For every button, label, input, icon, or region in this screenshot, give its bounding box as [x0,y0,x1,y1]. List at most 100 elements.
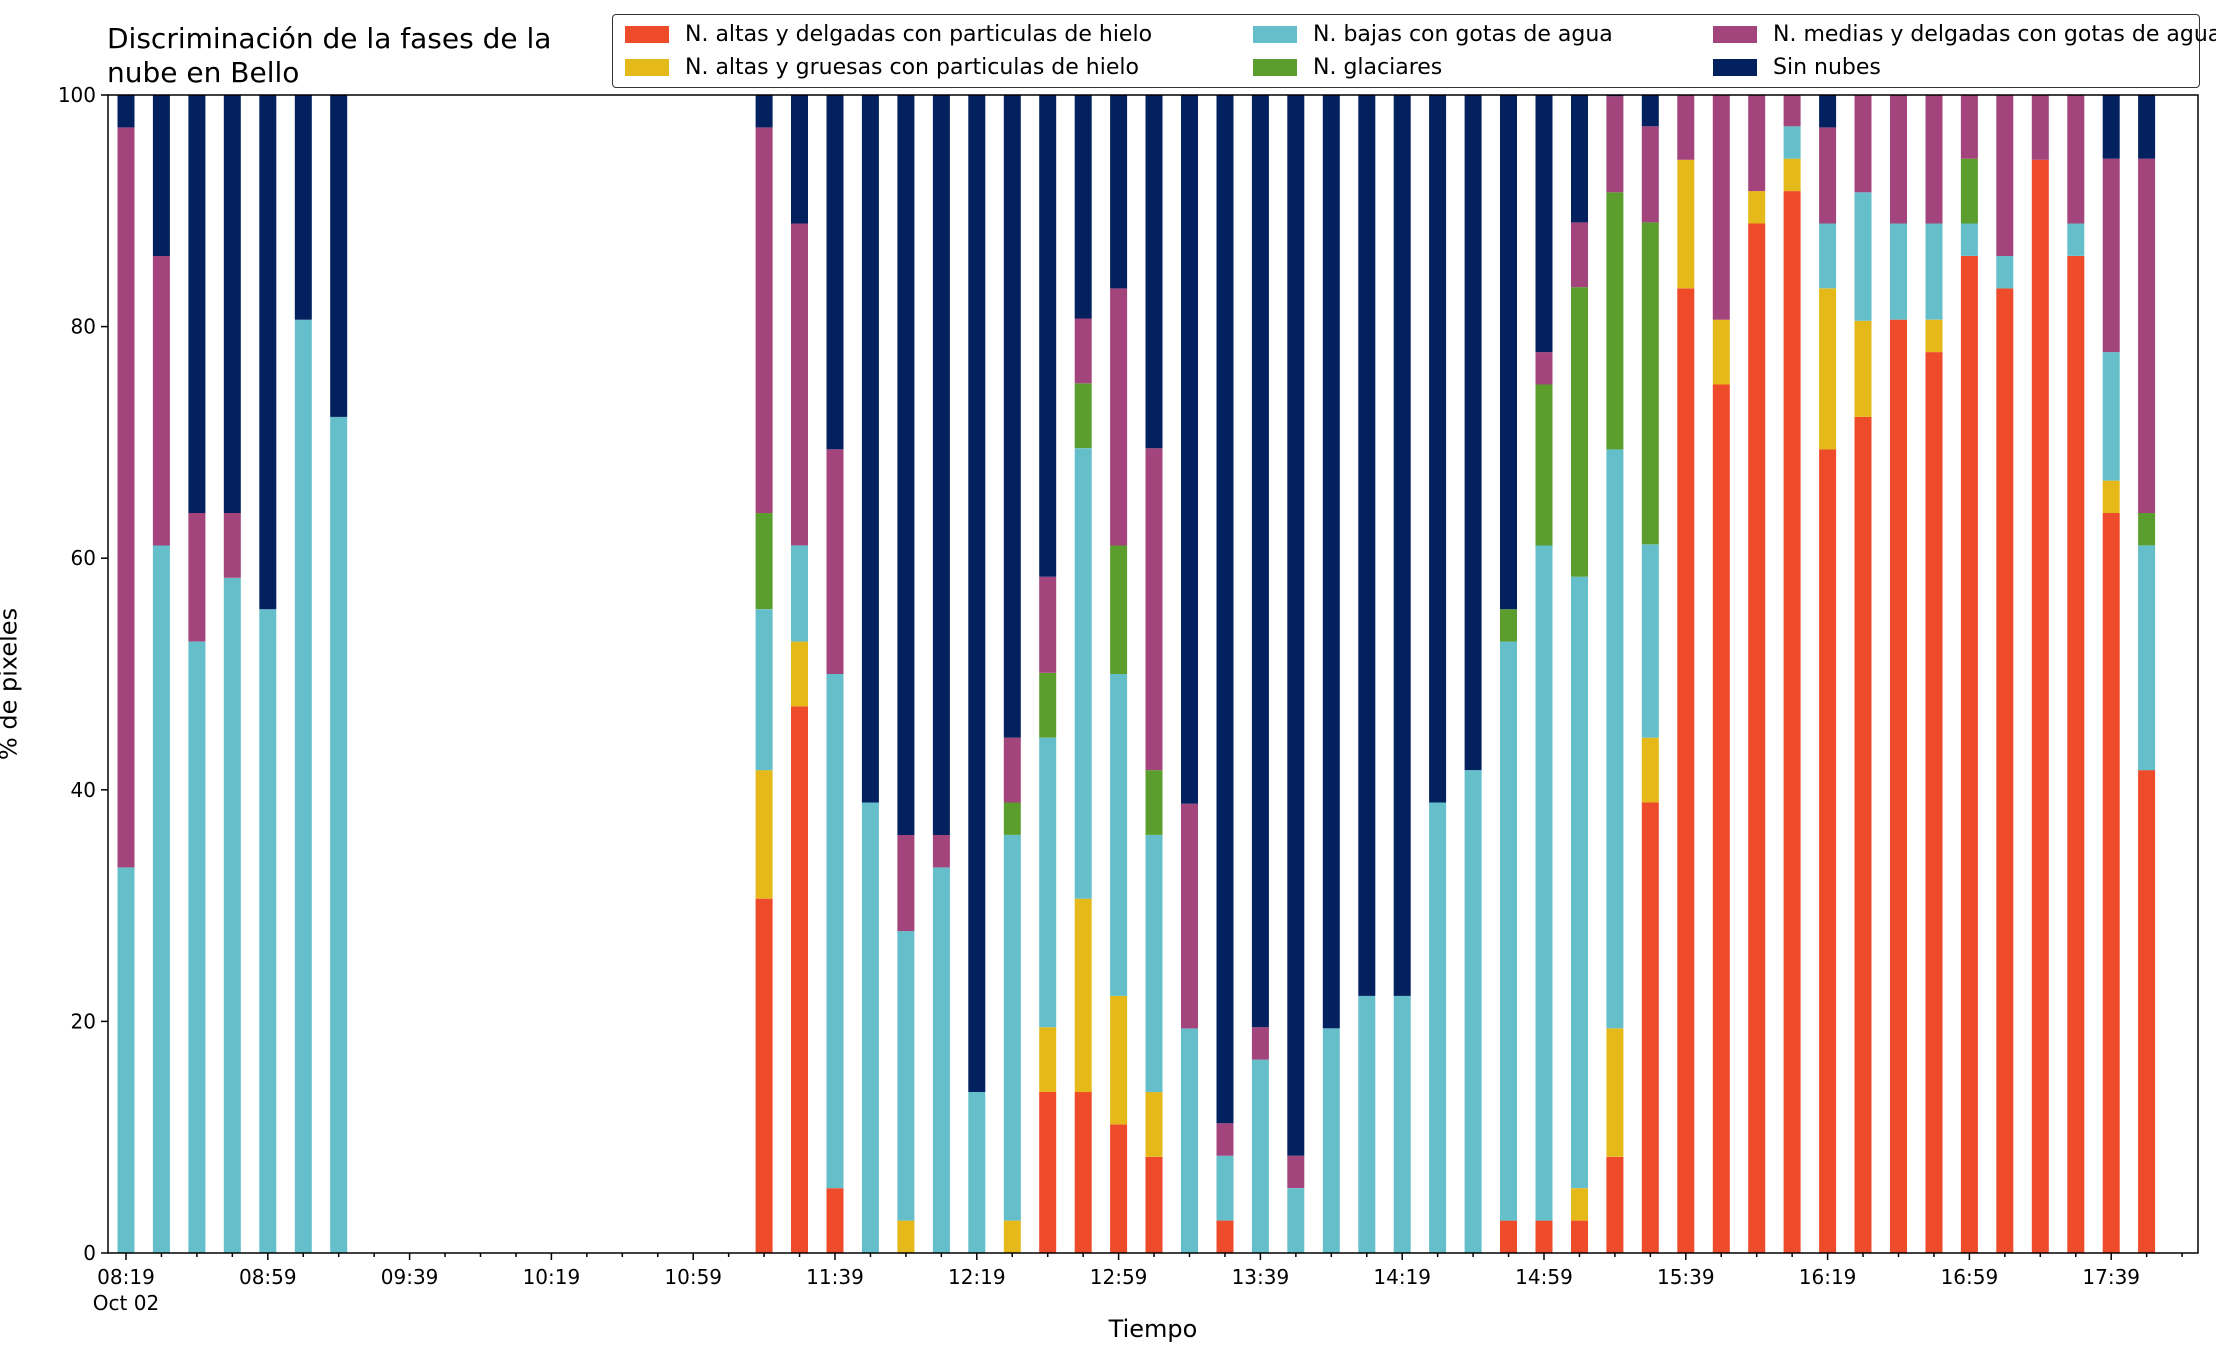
bar-stack [1819,95,1837,1253]
bar-segment [1110,674,1128,996]
bar-stack [1783,95,1801,1254]
bar-segment [1960,256,1978,1253]
x-tick-label: 17:39 [2082,1265,2140,1289]
bar-stack [1677,95,1695,1253]
bar-segment [1996,95,2014,256]
bar-segment [1890,95,1907,224]
bar-stack [1535,95,1553,1253]
bar-segment [1783,191,1801,1254]
bar-segment [897,931,915,1221]
bar-stack [1074,95,1092,1253]
bar-segment [791,641,808,707]
bar-segment [1322,1028,1340,1253]
y-tick-label: 20 [71,1009,96,1033]
bar-segment [932,835,950,868]
bar-stack [1358,95,1376,1253]
legend-label: N. medias y delgadas con gotas de agua [1773,22,2216,47]
x-tick-label: 10:19 [523,1265,581,1289]
bar-segment [1606,1028,1624,1157]
legend-swatch [1253,26,1297,43]
bar-segment [117,127,135,868]
bar-segment [755,609,773,771]
legend-swatch [1713,59,1757,76]
bar-stack [2138,95,2156,1253]
bar-segment [1429,802,1447,1253]
bar-segment [861,802,879,1253]
legend-label: N. altas y delgadas con particulas de hi… [685,22,1153,47]
bar-segment [1641,737,1659,803]
bar-segment [1003,1220,1021,1253]
bar-segment [1571,1188,1588,1221]
bar-segment [117,867,135,1253]
y-tick-label: 0 [83,1241,96,1265]
bar-segment [1925,352,1943,1254]
x-tick-label: 16:59 [1941,1265,1999,1289]
bar-segment [932,95,950,835]
bar-segment [2138,95,2156,159]
bar-stack [968,95,986,1253]
bar-stack [1748,95,1766,1253]
bar-segment [1677,95,1695,160]
bar-segment [1606,1156,1624,1253]
bar-segment [259,95,277,610]
bar-segment [1287,95,1305,1156]
legend-label: Sin nubes [1773,55,1881,80]
bar-segment [188,95,206,513]
legend-item: N. glaciares [1253,55,1442,80]
bar-segment [826,449,844,674]
bar-stack [259,95,277,1253]
bar-segment [1181,1028,1198,1253]
bar-segment [1960,158,1978,224]
bar-segment [1535,352,1553,385]
bar-segment [294,95,312,320]
x-tick-label: 09:39 [381,1265,439,1289]
bar-segment [1181,803,1198,1029]
legend-item: N. bajas con gotas de agua [1253,22,1613,47]
bar-segment [1145,1092,1163,1157]
bar-segment [1216,95,1234,1124]
bar-segment [2138,513,2156,546]
bar-segment [1003,835,1021,1221]
bar-segment [1358,95,1376,996]
bar-segment [1819,127,1837,224]
bar-segment [826,674,844,1189]
bar-segment [152,256,170,546]
bar-segment [932,867,950,1253]
bar-segment [1110,288,1128,546]
legend-swatch [625,26,669,43]
bar-segment [1074,383,1092,449]
bar-segment [2102,513,2120,1253]
bar-segment [2138,545,2156,771]
bar-segment [1500,95,1517,610]
bar-segment [330,416,348,1253]
bar-segment [1819,95,1837,128]
bar-stack [791,95,808,1253]
legend-swatch [1713,26,1757,43]
bar-segment [1216,1155,1234,1221]
bar-stack [330,95,348,1253]
bar-segment [223,95,241,513]
bar-segment [2102,158,2120,353]
bar-segment [1819,449,1837,1253]
bar-stack [1641,95,1659,1253]
bar-segment [1571,287,1588,577]
bar-segment [117,95,135,128]
bar-segment [1748,223,1766,1253]
bar-segment [1039,737,1057,1028]
bar-segment [1393,995,1411,1253]
bar-segment [1287,1188,1305,1253]
bar-segment [1677,159,1695,289]
bar-segment [1039,1092,1057,1253]
bar-segment [1712,384,1730,1253]
bar-segment [1039,1027,1057,1092]
bar-stack [117,95,135,1253]
x-tick-sublabel: Oct 02 [93,1291,159,1315]
bar-segment [1712,95,1730,320]
legend-item: N. altas y delgadas con particulas de hi… [625,22,1152,47]
bar-segment [1110,1124,1128,1253]
bar-stack [1960,95,1978,1253]
y-tick-label: 80 [71,315,96,339]
bar-stack [932,95,950,1253]
bar-stack [1606,95,1624,1253]
